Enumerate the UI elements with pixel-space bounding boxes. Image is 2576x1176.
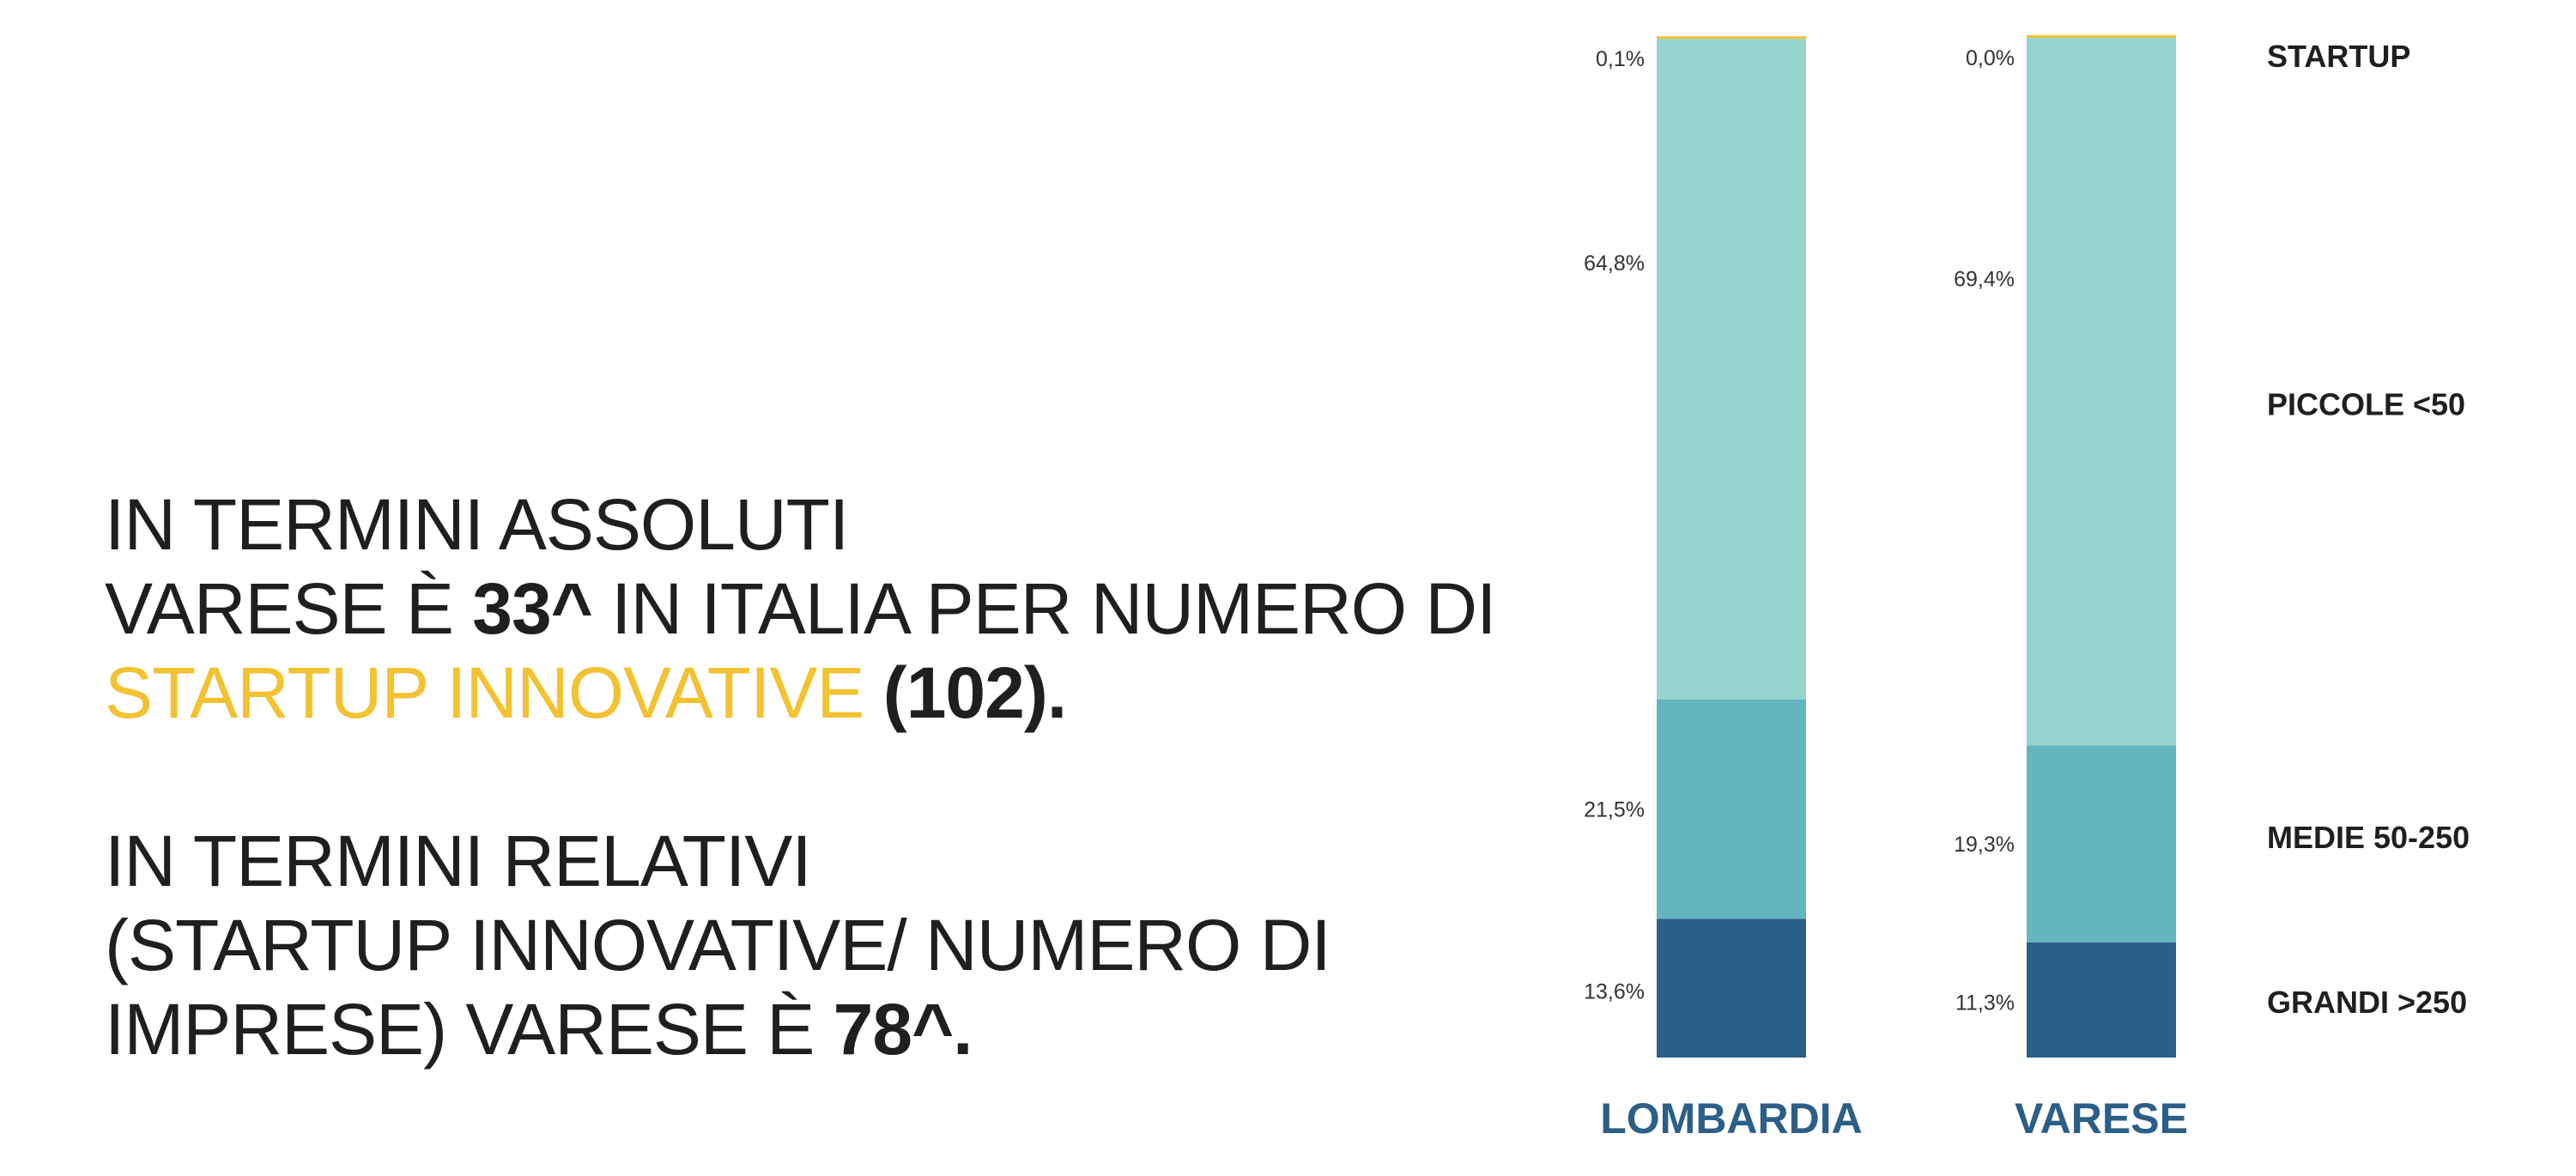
- headline-text-segment: IN ITALIA PER NUMERO DI: [591, 568, 1496, 649]
- headline-line-3: STARTUP INNOVATIVE (102).: [105, 651, 1495, 735]
- headline-line-4: IN TERMINI RELATIVI: [105, 821, 812, 901]
- data-label-varese-medie-50-250: 19,3%: [1954, 833, 2015, 857]
- bar-segment-lombardia-medie-50-250: [1657, 700, 1806, 919]
- bar-segment-varese-startup: [2027, 35, 2176, 38]
- data-label-varese-piccole-50: 69,4%: [1954, 267, 2015, 291]
- bar-segment-varese-medie-50-250: [2027, 745, 2176, 943]
- data-label-varese-startup: 0,0%: [1966, 46, 2015, 70]
- data-label-varese-grandi-250: 11,3%: [1955, 991, 2015, 1015]
- headline-line-1: IN TERMINI ASSOLUTI: [105, 484, 849, 565]
- category-label-lombardia: LOMBARDIA: [1600, 1094, 1863, 1143]
- legend-label-grandi-250: GRANDI >250: [2267, 985, 2467, 1020]
- bar-segment-varese-piccole-50: [2027, 38, 2176, 746]
- data-label-lombardia-piccole-50: 64,8%: [1584, 252, 1645, 276]
- bar-segment-lombardia-piccole-50: [1657, 39, 1806, 700]
- bar-segment-lombardia-grandi-250: [1657, 918, 1806, 1058]
- bar-segment-lombardia-startup: [1657, 36, 1806, 39]
- bar-segment-varese-grandi-250: [2027, 942, 2176, 1058]
- headline-text: IN TERMINI ASSOLUTI VARESE È 33^ IN ITAL…: [105, 482, 1496, 1071]
- legend-label-medie-50-250: MEDIE 50-250: [2267, 820, 2470, 855]
- data-label-lombardia-medie-50-250: 21,5%: [1584, 798, 1645, 822]
- headline-text-segment: IMPRESE) VARESE È: [105, 989, 833, 1070]
- data-label-lombardia-startup: 0,1%: [1596, 47, 1645, 71]
- headline-rank-absolute: 33^: [472, 568, 592, 649]
- headline-rank-relative: 78^.: [833, 989, 973, 1070]
- legend-label-startup: STARTUP: [2267, 39, 2410, 74]
- category-label-varese: VARESE: [2015, 1094, 2188, 1143]
- headline-line-6: IMPRESE) VARESE È 78^.: [105, 987, 1495, 1071]
- headline-line-5: (STARTUP INNOVATIVE/ NUMERO DI: [105, 905, 1331, 985]
- data-label-lombardia-grandi-250: 13,6%: [1584, 979, 1645, 1003]
- headline-text-segment: VARESE È: [105, 568, 473, 649]
- headline-line-2: VARESE È 33^ IN ITALIA PER NUMERO DI: [105, 567, 1496, 651]
- legend-label-piccole-50: PICCOLE <50: [2267, 387, 2465, 422]
- headline-startup-count: (102).: [864, 652, 1067, 733]
- headline-startup-highlight: STARTUP INNOVATIVE: [105, 652, 864, 733]
